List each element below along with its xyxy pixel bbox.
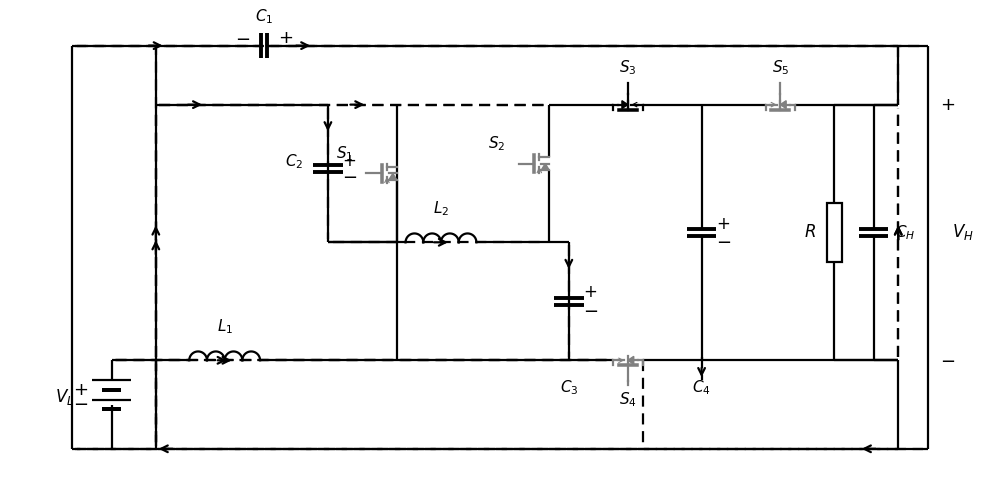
Text: $V_H$: $V_H$ [952, 223, 974, 243]
Polygon shape [780, 101, 786, 108]
Text: $+$: $+$ [278, 29, 293, 47]
Polygon shape [541, 164, 549, 170]
Bar [827, 203, 842, 262]
Text: $+$: $+$ [342, 152, 357, 170]
Text: $C_2$: $C_2$ [285, 152, 303, 171]
Text: $-$: $-$ [235, 29, 250, 47]
Text: $C_4$: $C_4$ [692, 378, 711, 397]
Text: $+$: $+$ [583, 283, 598, 301]
Text: $S_4$: $S_4$ [619, 390, 637, 409]
Text: $+$: $+$ [940, 96, 955, 114]
Text: $-$: $-$ [940, 351, 955, 369]
Text: $+$: $+$ [73, 381, 88, 399]
Text: $-$: $-$ [716, 232, 731, 250]
Text: $L_1$: $L_1$ [217, 317, 233, 336]
Text: $V_L$: $V_L$ [55, 387, 74, 407]
Polygon shape [389, 174, 397, 180]
Text: $C_H$: $C_H$ [895, 223, 916, 242]
Text: $-$: $-$ [73, 394, 88, 412]
Text: $S_5$: $S_5$ [772, 58, 789, 77]
Text: $S_3$: $S_3$ [619, 58, 637, 77]
Text: $C_1$: $C_1$ [255, 7, 273, 26]
Text: $S_2$: $S_2$ [488, 135, 506, 153]
Polygon shape [628, 356, 634, 364]
Text: $L_2$: $L_2$ [433, 199, 449, 218]
Text: $C_3$: $C_3$ [560, 378, 578, 397]
Text: $S_1$: $S_1$ [336, 144, 353, 163]
Text: $-$: $-$ [342, 167, 357, 186]
Text: $-$: $-$ [583, 301, 598, 319]
Text: $+$: $+$ [716, 215, 730, 233]
Polygon shape [622, 101, 628, 108]
Text: $R$: $R$ [804, 224, 816, 242]
